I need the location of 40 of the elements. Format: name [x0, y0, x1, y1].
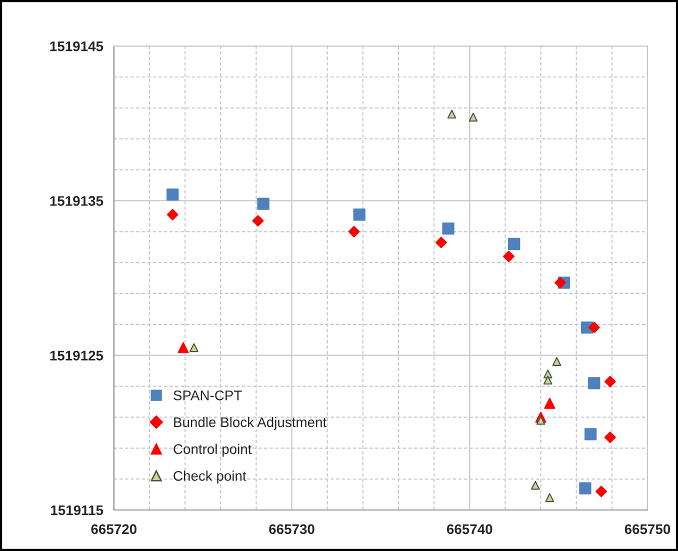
point: [588, 377, 600, 390]
point: [554, 276, 566, 288]
x-tick-label: 665750: [624, 524, 670, 534]
point: [530, 480, 540, 490]
point: [252, 215, 264, 227]
point: [595, 486, 607, 498]
x-tick-label: 665740: [446, 524, 492, 534]
point: [257, 198, 270, 210]
point: [604, 432, 616, 444]
point: [579, 482, 592, 494]
point: [544, 398, 556, 409]
point: [348, 226, 360, 238]
x-tick-label: 665730: [269, 524, 314, 534]
point: [166, 188, 179, 201]
legend-label: Control point: [174, 444, 252, 457]
point: [503, 250, 515, 262]
x-tick-label: 665720: [91, 524, 137, 534]
point: [442, 222, 454, 235]
point: [178, 342, 189, 354]
point: [447, 110, 456, 119]
y-tick-label: 1519115: [51, 505, 104, 516]
point: [604, 376, 616, 388]
legend-label: Check point: [174, 470, 246, 484]
legend-label: SPAN-CPT: [174, 390, 242, 400]
y-tick-label: 1519135: [50, 196, 104, 206]
point: [189, 343, 198, 352]
point: [508, 238, 520, 250]
point: [536, 416, 546, 425]
legend-label: Bundle Block Adjustment: [174, 416, 327, 430]
point: [588, 322, 600, 334]
point: [353, 208, 366, 221]
point: [552, 357, 562, 366]
point: [468, 112, 478, 122]
point: [166, 208, 178, 220]
y-tick-label: 1519145: [50, 41, 104, 52]
point: [545, 493, 554, 502]
point: [584, 428, 597, 440]
point: [543, 376, 552, 385]
point: [435, 236, 447, 248]
y-tick-label: 1519125: [50, 350, 104, 361]
